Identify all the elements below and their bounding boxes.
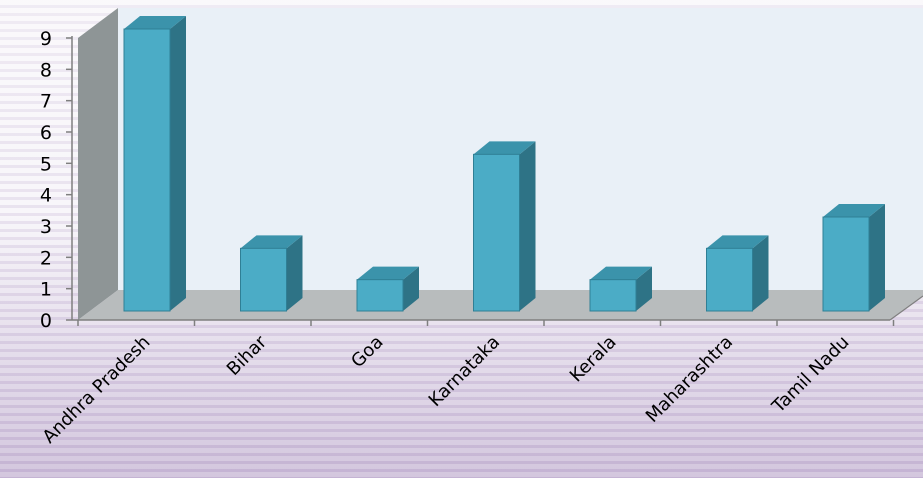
bar-front bbox=[822, 216, 870, 312]
y-tick-label: 8 bbox=[40, 59, 52, 81]
bar bbox=[123, 16, 186, 312]
y-tick-label: 9 bbox=[40, 28, 52, 50]
x-category-label: Kerala bbox=[566, 332, 621, 387]
bar-top bbox=[823, 204, 885, 217]
bar-side bbox=[519, 141, 536, 311]
x-category-label: Andhra Pradesh bbox=[39, 332, 155, 448]
bar-front bbox=[123, 28, 171, 312]
y-tick-label: 7 bbox=[40, 91, 52, 113]
bar-side bbox=[636, 266, 652, 311]
bar-top bbox=[124, 16, 186, 29]
bar bbox=[473, 141, 536, 312]
bar-side bbox=[170, 16, 186, 311]
bar-side bbox=[403, 266, 419, 311]
bar-top bbox=[590, 266, 652, 280]
bar-side bbox=[286, 235, 303, 311]
bar-side bbox=[869, 204, 885, 311]
bar-front bbox=[706, 247, 753, 312]
x-tick-labels: Andhra Pradesh Bihar Goa Karnataka Kerala Mah… bbox=[39, 331, 854, 447]
y-tick-label: 5 bbox=[40, 153, 52, 175]
y-axis bbox=[66, 36, 73, 321]
bar-top bbox=[706, 235, 769, 249]
x-category-label: Goa bbox=[347, 332, 387, 372]
bar-top bbox=[240, 235, 303, 249]
y-tick-labels: 0 1 2 3 4 5 6 7 8 9 bbox=[40, 28, 52, 332]
x-category-label: Bihar bbox=[223, 331, 272, 380]
bar bbox=[589, 266, 652, 312]
x-category-label: Maharashtra bbox=[642, 332, 737, 427]
bar bbox=[822, 204, 885, 312]
bar bbox=[356, 266, 419, 312]
y-tick-label: 6 bbox=[40, 122, 52, 144]
x-axis bbox=[72, 295, 923, 326]
y-tick-label: 4 bbox=[40, 185, 52, 207]
y-tick-label: 1 bbox=[40, 279, 52, 301]
bars-group bbox=[123, 16, 885, 312]
y-tick-label: 2 bbox=[40, 247, 52, 269]
bar-side bbox=[752, 235, 769, 311]
y-tick-label: 0 bbox=[40, 310, 52, 332]
x-category-label: Tamil Nadu bbox=[768, 332, 854, 418]
bar-top bbox=[357, 266, 419, 280]
bar-front bbox=[473, 153, 520, 312]
bar-front bbox=[240, 247, 287, 312]
chart-side-wall bbox=[78, 8, 118, 320]
bar bbox=[240, 235, 303, 312]
bar-front bbox=[589, 279, 637, 312]
x-category-label: Karnataka bbox=[425, 332, 504, 411]
bar-top bbox=[473, 141, 536, 155]
bar-front bbox=[356, 279, 404, 312]
bar bbox=[706, 235, 769, 312]
y-tick-label: 3 bbox=[40, 216, 52, 238]
